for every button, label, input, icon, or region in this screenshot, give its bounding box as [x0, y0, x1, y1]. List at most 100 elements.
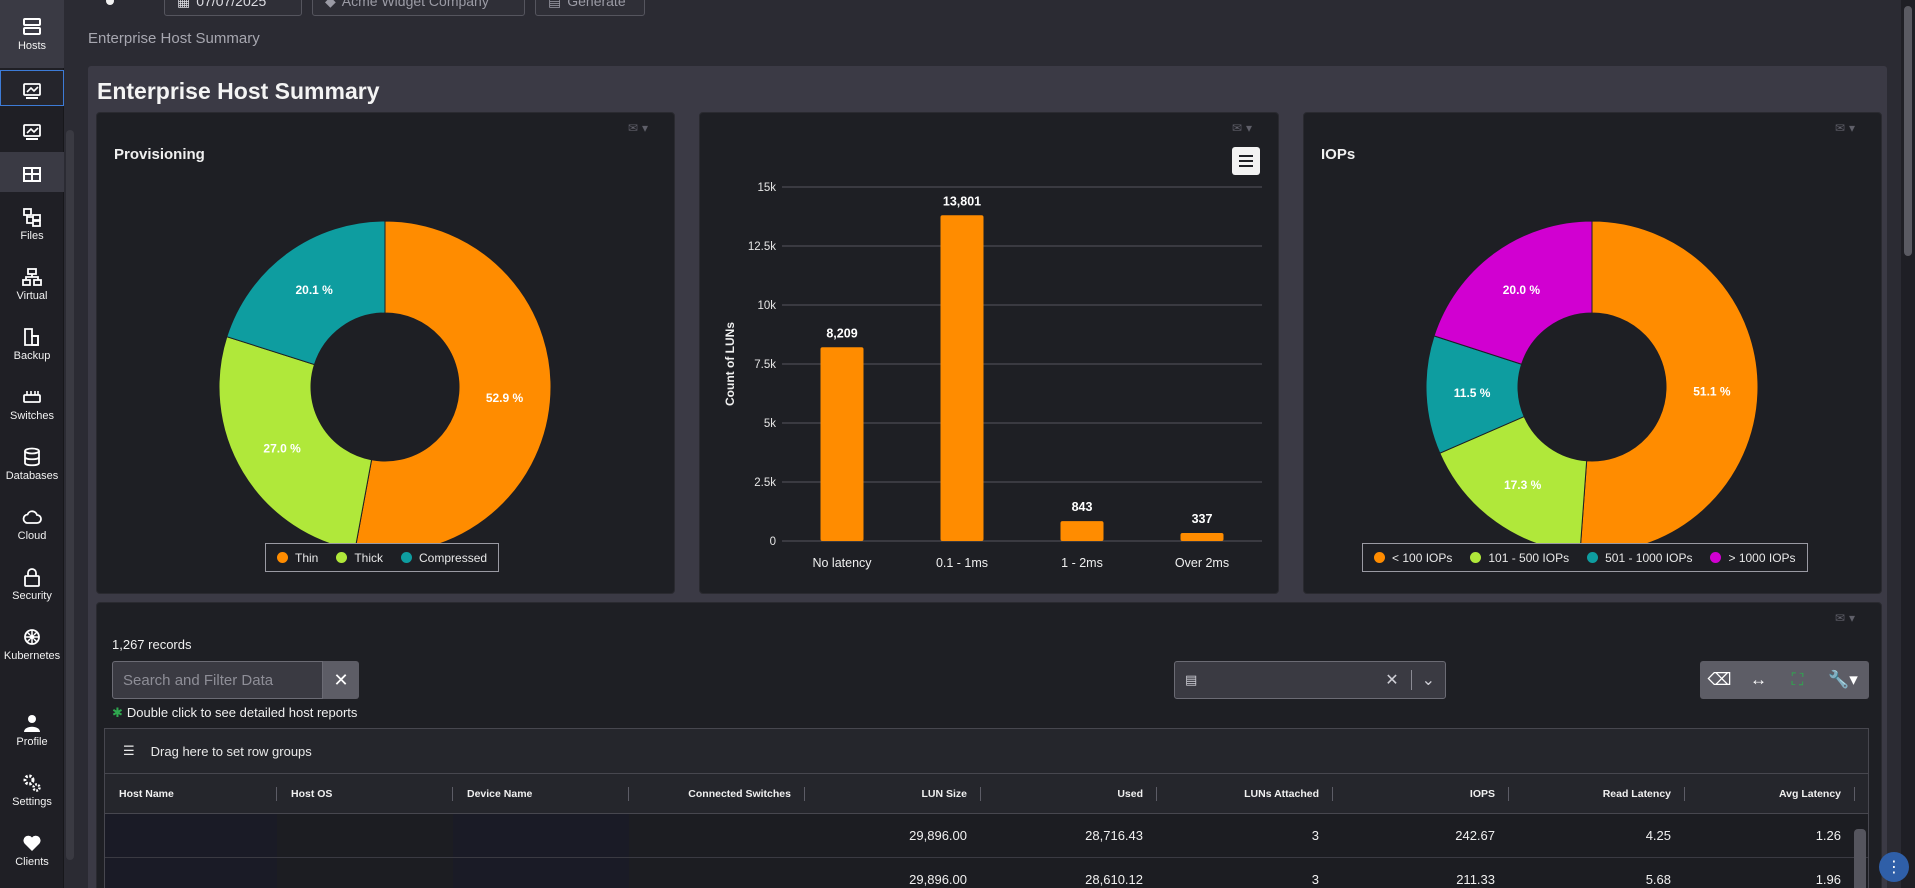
column-header[interactable]: Used: [981, 774, 1157, 813]
column-header[interactable]: Host Name: [105, 774, 277, 813]
sidebar-item-report-2[interactable]: [0, 112, 64, 146]
card-menu[interactable]: ✉ ▾: [1835, 611, 1855, 625]
sidebar-item-databases[interactable]: Databases: [0, 436, 64, 484]
table-cell: 242.67: [1455, 828, 1495, 843]
y-tick-label: 2.5k: [754, 477, 776, 489]
eraser-icon: ⌫: [1707, 670, 1732, 689]
row-group-hint: Drag here to set row groups: [150, 743, 312, 759]
sidebar-item-hosts[interactable]: Hosts: [0, 0, 64, 68]
column-header[interactable]: Device Name: [453, 774, 629, 813]
legend-label: Thick: [354, 550, 384, 565]
sidebar-item-files[interactable]: Files: [0, 196, 64, 244]
column-header[interactable]: IOPS: [1333, 774, 1509, 813]
card-menu[interactable]: ✉ ▾: [1232, 121, 1252, 135]
y-tick-label: 0: [770, 536, 776, 548]
wrench-icon: 🔧▾: [1828, 670, 1858, 689]
bar[interactable]: [1180, 533, 1224, 541]
clear-view-icon[interactable]: ✕: [1385, 672, 1399, 689]
table-cell: 28,716.43: [1085, 828, 1143, 843]
chart-menu-button[interactable]: [1232, 147, 1260, 175]
sidebar-scrollbar[interactable]: [66, 130, 74, 860]
legend-label: Compressed: [419, 550, 488, 565]
column-header[interactable]: Host OS: [277, 774, 453, 813]
generate-label: Generate: [567, 0, 626, 9]
table-row[interactable]: 29,896.00 28,716.43 3 242.67 4.25 1.26: [105, 814, 1868, 858]
legend-item[interactable]: 101 - 500 IOPs: [1470, 551, 1569, 565]
gear-icon: [22, 773, 42, 793]
diamond-icon: ◆: [325, 0, 336, 9]
chat-button[interactable]: ⋮: [1879, 852, 1909, 882]
date-picker[interactable]: ▦ 07/07/2025: [164, 0, 302, 16]
record-count: 1,267 records: [112, 637, 192, 652]
column-header[interactable]: Avg Latency: [1685, 774, 1855, 813]
donut-slice[interactable]: [1433, 220, 1593, 365]
card-menu[interactable]: ✉ ▾: [1835, 121, 1855, 135]
bar[interactable]: [1060, 521, 1104, 541]
table-row[interactable]: 29,896.00 28,610.12 3 211.33 5.68 1.96: [105, 858, 1868, 888]
view-select[interactable]: ▤ ✕ ⌄: [1174, 661, 1446, 699]
column-header[interactable]: Connected Switches: [629, 774, 805, 813]
cloud-icon: [22, 507, 42, 527]
sidebar-item-virtual[interactable]: Virtual: [0, 256, 64, 304]
page-scrollbar[interactable]: [1901, 0, 1915, 888]
eraser-button[interactable]: ⌫: [1700, 661, 1739, 699]
table-cell: 1.26: [1815, 828, 1841, 843]
table-body: 29,896.00 28,716.43 3 242.67 4.25 1.26 29,896.…: [105, 814, 1868, 888]
company-select[interactable]: ◆ Acme Widget Company: [312, 0, 525, 16]
sidebar-item-profile[interactable]: Profile: [0, 702, 64, 750]
fullscreen-button[interactable]: ⛶: [1778, 661, 1817, 699]
settings-dropdown-button[interactable]: 🔧▾: [1817, 661, 1869, 699]
sidebar-item-security[interactable]: Security: [0, 556, 64, 604]
donut-slice[interactable]: [1579, 220, 1759, 554]
chevron-down-icon[interactable]: ⌄: [1421, 672, 1435, 689]
y-tick-label: 7.5k: [754, 359, 776, 371]
sidebar-item-cloud[interactable]: Cloud: [0, 496, 64, 544]
x-tick-label: Over 2ms: [1175, 556, 1229, 570]
table-scrollbar[interactable]: [1854, 829, 1866, 888]
y-axis-label: Count of LUNs: [723, 322, 737, 406]
legend-item[interactable]: Compressed: [401, 551, 487, 565]
legend-item[interactable]: Thin: [277, 551, 318, 565]
sidebar-item-report-1[interactable]: [0, 70, 64, 106]
donut-slice[interactable]: [218, 336, 373, 551]
generate-button[interactable]: ▤ Generate: [535, 0, 645, 16]
sidebar-item-clients[interactable]: Clients: [0, 822, 64, 870]
donut-slice[interactable]: [1439, 415, 1588, 554]
table-cell: [105, 814, 277, 857]
sidebar-item-kubernetes[interactable]: Kubernetes: [0, 616, 64, 664]
report-icon: ▤: [548, 0, 562, 9]
search-input[interactable]: Search and Filter Data: [112, 661, 323, 699]
fit-columns-button[interactable]: ↔: [1739, 661, 1778, 699]
legend-item[interactable]: < 100 IOPs: [1374, 551, 1452, 565]
sidebar-item-settings[interactable]: Settings: [0, 762, 64, 810]
status-dot: [106, 0, 114, 5]
card-menu[interactable]: ✉ ▾: [628, 121, 648, 135]
bar[interactable]: [820, 347, 864, 541]
clear-search-button[interactable]: ✕: [323, 661, 359, 699]
host-report-icon: [22, 123, 42, 143]
bar-data-label: 337: [1192, 512, 1213, 526]
provisioning-title: Provisioning: [114, 146, 205, 163]
sidebar-item-label: Kubernetes: [3, 650, 61, 662]
column-header[interactable]: Read Latency: [1509, 774, 1685, 813]
column-header[interactable]: LUNs Attached: [1157, 774, 1333, 813]
row-group-bar[interactable]: ☰ Drag here to set row groups: [105, 729, 1868, 774]
legend-item[interactable]: 501 - 1000 IOPs: [1587, 551, 1692, 565]
sidebar-item-label: Profile: [16, 736, 48, 748]
sidebar-item-backup[interactable]: Backup: [0, 316, 64, 364]
mail-icon: ✉: [627, 121, 638, 135]
hint-text: ✱ Double click to see detailed host repor…: [112, 705, 357, 721]
heart-icon: [22, 833, 42, 853]
bar[interactable]: [940, 215, 984, 542]
table-cell: [629, 858, 805, 888]
arrows-horizontal-icon: ↔: [1750, 670, 1767, 689]
legend-item[interactable]: > 1000 IOPs: [1710, 551, 1796, 565]
table-cell: [277, 814, 453, 857]
sidebar-item-label: Backup: [13, 350, 51, 362]
donut-slice[interactable]: [226, 220, 386, 366]
legend-item[interactable]: Thick: [336, 551, 383, 565]
column-header[interactable]: LUN Size: [805, 774, 981, 813]
slice-label: 52.9 %: [486, 391, 524, 405]
sidebar-item-switches[interactable]: Switches: [0, 376, 64, 424]
sidebar-item-report-3[interactable]: [0, 152, 64, 192]
